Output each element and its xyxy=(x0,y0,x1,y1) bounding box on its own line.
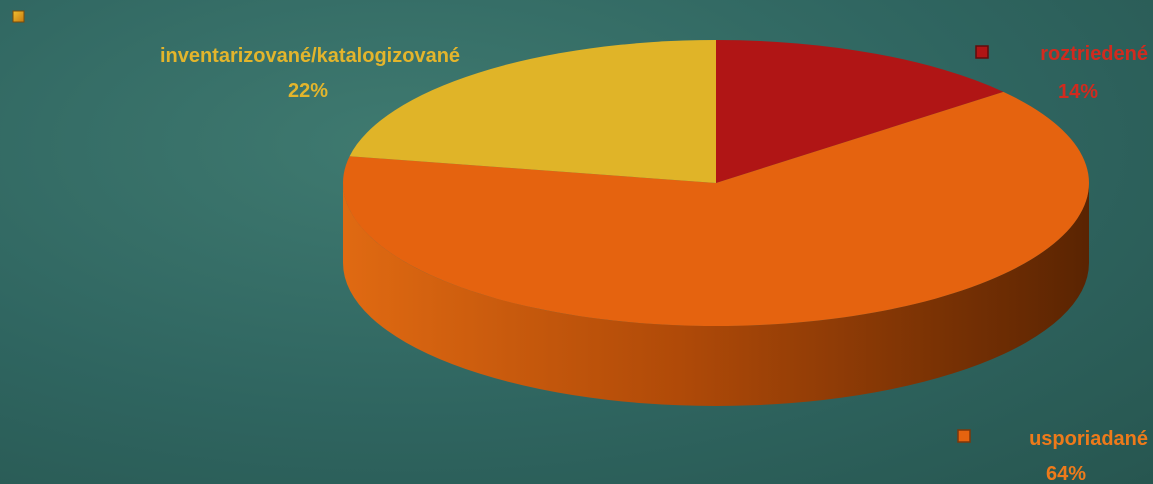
corner-bullet-icon xyxy=(12,10,25,23)
label-marker-2 xyxy=(957,429,971,443)
slice-label-2: usporiadané xyxy=(1029,428,1148,450)
slice-label-1: roztriedené xyxy=(1040,43,1148,65)
slice-label-3: inventarizované/katalogizované xyxy=(160,45,460,67)
pie-slice-1 xyxy=(716,40,1004,183)
slice-percent-2: 64% xyxy=(1046,463,1086,484)
label-marker-1 xyxy=(975,45,989,59)
pie-slice-2 xyxy=(343,91,1090,326)
slice-percent-1: 14% xyxy=(1058,81,1098,103)
pie-side-2 xyxy=(343,183,1089,406)
pie-slice-3 xyxy=(349,40,716,183)
slice-percent-3: 22% xyxy=(288,80,328,102)
